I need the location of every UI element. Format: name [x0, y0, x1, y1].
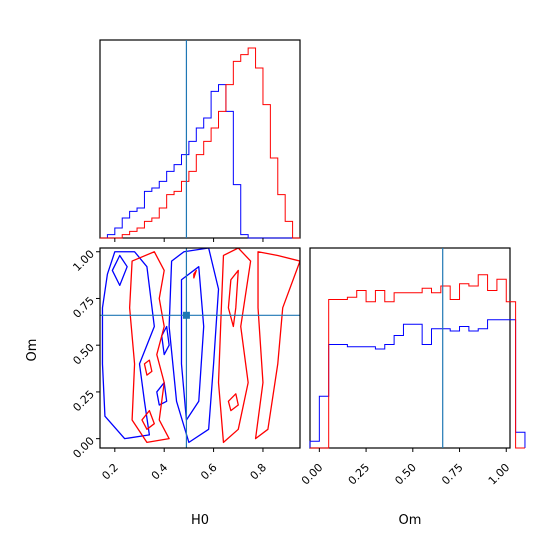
h0-tick-label: 0.6	[198, 461, 220, 483]
om-y-tick-label: 0.25	[70, 388, 97, 415]
h0-tick-label: 0.4	[149, 461, 171, 483]
x-axis-label-om: Om	[399, 513, 422, 528]
om-x-tick-label: 0.75	[439, 461, 466, 488]
contour-red-level-4	[143, 359, 153, 376]
om-y-tick-label: 0.75	[70, 294, 97, 321]
h0-tick-label: 0.8	[248, 461, 270, 483]
h0-histogram-frame	[99, 39, 301, 239]
om-y-tick-label: 0.50	[70, 341, 97, 368]
om-y-tick-label: 0.00	[70, 434, 97, 461]
om-x-tick-label: 0.25	[346, 461, 373, 488]
contour-red-level-0	[128, 251, 170, 444]
truth-marker	[182, 311, 190, 319]
h0-hist-blue-series	[100, 84, 300, 239]
contour-red-level-3	[254, 251, 300, 440]
contour-red-level-6	[193, 269, 197, 279]
contour-blue-level-5	[156, 381, 168, 406]
panel-om-histogram: 0.00 0.25 0.50 0.75 1.00	[299, 247, 526, 488]
om-histogram-frame	[309, 247, 511, 449]
x-axis-label-h0: H0	[191, 513, 209, 528]
om-hist-red-series	[310, 274, 525, 449]
contour-blue-level-2	[180, 266, 205, 421]
om-x-tick-label: 0.00	[299, 461, 326, 488]
panel-2d-contour: 0.2 0.4 0.6 0.8 0.00 0.25 0.50 0.75 1.00	[70, 247, 301, 483]
y-axis-label-om: Om	[25, 339, 40, 362]
contour-frame	[99, 247, 301, 449]
contour-red-level-2	[227, 269, 239, 328]
contour-red-level-5	[141, 409, 155, 430]
om-x-tick-label: 0.50	[392, 461, 419, 488]
contour-blue-level-4	[161, 325, 170, 356]
h0-hist-red-series	[100, 47, 300, 239]
om-y-tick-label: 1.00	[70, 247, 97, 274]
contour-blue-level-1	[168, 248, 220, 444]
contour-blue-level-0	[101, 251, 155, 440]
om-x-tick-label: 1.00	[486, 461, 513, 488]
contour-red-level-7	[227, 393, 239, 412]
contour-blue-level-3	[111, 254, 128, 287]
om-hist-blue-series	[309, 319, 526, 448]
panel-h0-histogram	[99, 39, 301, 242]
h0-tick-label: 0.2	[99, 461, 121, 483]
contour-red-level-1	[217, 248, 252, 444]
